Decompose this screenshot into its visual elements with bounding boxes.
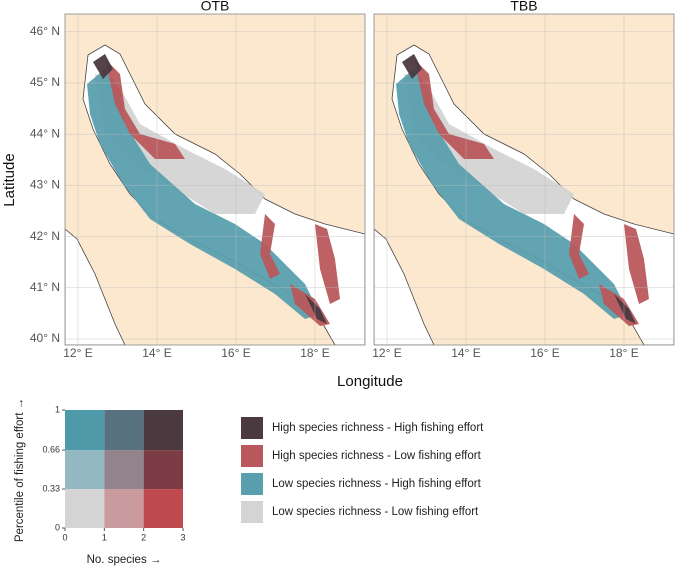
key-cell (104, 489, 144, 528)
x-tick-label: 12° E (63, 346, 92, 360)
legend-label: High species richness - High fishing eff… (272, 422, 484, 434)
key-cell (143, 450, 183, 490)
x-tick-label: 12° E (372, 346, 401, 360)
panel-title: OTB (201, 0, 230, 14)
key-cell (65, 410, 105, 451)
map-panel (65, 14, 365, 345)
legend-label: Low species richness - High fishing effo… (272, 478, 482, 490)
y-tick-label: 40° N (30, 331, 60, 345)
legend-swatch (241, 417, 263, 439)
key-cell (65, 450, 105, 490)
map (374, 14, 674, 345)
x-tick-label: 2 (141, 532, 146, 542)
legend-swatch (241, 501, 263, 523)
map (65, 14, 365, 345)
y-tick-label: 44° N (30, 126, 60, 140)
legend-label: High species richness - Low fishing effo… (272, 450, 482, 462)
key-cell (65, 489, 105, 528)
x-tick-label: 14° E (142, 346, 171, 360)
y-tick-label: 41° N (30, 280, 60, 294)
panel-title: TBB (510, 0, 537, 14)
key-cell (104, 450, 144, 490)
y-tick-label: 1 (55, 404, 60, 414)
x-axis-label: Longitude (337, 373, 403, 390)
x-tick-label: 18° E (609, 346, 638, 360)
y-axis-label: Latitude (1, 153, 18, 206)
y-tick-label: 0 (55, 522, 60, 532)
x-tick-label: 18° E (300, 346, 329, 360)
map-panel (374, 14, 674, 345)
legend-swatch (241, 445, 263, 467)
x-tick-label: 14° E (451, 346, 480, 360)
y-tick-label: 42° N (30, 229, 60, 243)
y-tick-label: 45° N (30, 75, 60, 89)
x-tick-label: 1 (102, 532, 107, 542)
panel-border (64, 13, 366, 346)
y-tick-label: 0.33 (42, 483, 60, 493)
key-y-label: Percentile of fishing effort → (14, 398, 26, 542)
x-tick-label: 16° E (221, 346, 250, 360)
key-cell (104, 410, 144, 451)
y-tick-label: 0.66 (42, 444, 60, 454)
panel-border (373, 13, 675, 346)
key-cell (143, 410, 183, 451)
y-tick-label: 43° N (30, 178, 60, 192)
key-x-label: No. species → (87, 554, 162, 566)
legend-swatch (241, 473, 263, 495)
legend-label: Low species richness - Low fishing effor… (272, 506, 479, 518)
x-tick-label: 3 (180, 532, 185, 542)
x-tick-label: 0 (62, 532, 67, 542)
key-cell (143, 489, 183, 528)
y-tick-label: 46° N (30, 24, 60, 38)
x-tick-label: 16° E (530, 346, 559, 360)
